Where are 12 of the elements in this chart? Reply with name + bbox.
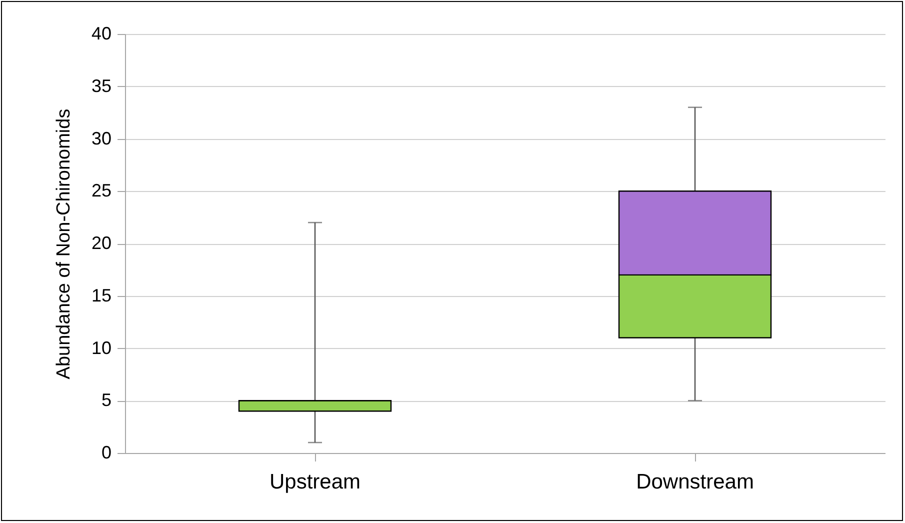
y-tick-label: 15 <box>91 285 112 306</box>
y-tick-label: 5 <box>101 390 112 410</box>
x-tick-label: Downstream <box>636 470 754 494</box>
x-tick-label: Upstream <box>269 470 361 494</box>
y-tick-label: 40 <box>91 24 112 44</box>
y-axis-title: Abundance of Non-Chironomids <box>53 108 74 380</box>
y-tick-label: 30 <box>91 128 112 148</box>
y-tick-label: 0 <box>101 442 112 462</box>
y-tick-label: 25 <box>91 180 112 201</box>
y-tick-label: 10 <box>91 338 112 358</box>
y-tick-label: 35 <box>91 76 112 96</box>
y-tick-label: 20 <box>91 233 112 253</box>
